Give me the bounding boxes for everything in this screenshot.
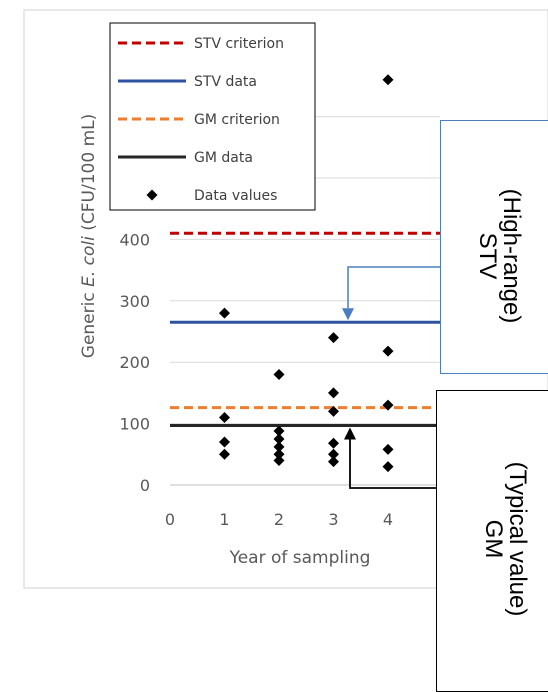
- stv-callout-subtitle: (High-range): [498, 188, 525, 324]
- data-point: [273, 448, 285, 460]
- y-tick-label: 300: [119, 292, 150, 311]
- data-point: [273, 433, 285, 445]
- data-point: [273, 454, 285, 466]
- y-axis-title-prefix: Generic: [79, 287, 99, 358]
- y-tick-label: 100: [119, 415, 150, 434]
- legend-box: [109, 22, 316, 211]
- data-point: [273, 368, 285, 380]
- x-tick-label: 4: [383, 510, 393, 529]
- data-point: [219, 436, 230, 448]
- y-tick-label: 200: [119, 353, 150, 372]
- stv-callout-box: [440, 120, 548, 374]
- data-point: [219, 448, 230, 460]
- gm-arrow-line: [349, 439, 436, 489]
- gm-callout-subtitle: (Typical value): [504, 461, 531, 617]
- x-tick-label: 3: [328, 510, 338, 529]
- gm-callout-title: GM: [480, 519, 507, 559]
- data-point: [382, 443, 394, 455]
- stv-arrow-line: [347, 266, 440, 309]
- y-axis-title-italic: E. coli: [79, 236, 99, 287]
- reference-lines: [170, 231, 440, 427]
- data-point: [328, 387, 339, 399]
- y-axis-title-suffix: (CFU/100 mL): [79, 114, 99, 236]
- stv-callout-label: (High-range) STV: [473, 156, 525, 356]
- data-point: [328, 456, 339, 468]
- data-point: [273, 425, 285, 437]
- data-point: [382, 74, 394, 86]
- data-point: [328, 405, 339, 417]
- legend-label: Data values: [194, 188, 277, 204]
- y-axis-title: Generic E. coli (CFU/100 mL): [79, 114, 99, 358]
- x-tick-labels: 0 1 2 3 4: [165, 510, 393, 529]
- legend: STV criterion STV data GM criterion GM data…: [109, 22, 316, 211]
- legend-marker: [146, 189, 158, 201]
- data-point: [382, 345, 394, 357]
- legend-label: STV criterion: [194, 36, 284, 52]
- gm-callout-label: (Typical value) GM: [479, 439, 531, 639]
- x-tick-label: 2: [274, 510, 284, 529]
- gm-arrow-head: [344, 427, 356, 440]
- gm-callout-box: [436, 390, 548, 692]
- legend-label: GM data: [194, 150, 253, 166]
- y-tick-labels: 0 100 200 300 400: [119, 230, 150, 495]
- data-point: [219, 411, 230, 423]
- data-point: [328, 332, 339, 344]
- data-points: [219, 74, 394, 473]
- data-point: [328, 437, 339, 449]
- data-point: [273, 441, 285, 453]
- data-point: [382, 461, 394, 473]
- y-tick-label: 400: [119, 230, 150, 249]
- stv-callout-title: STV: [474, 232, 501, 280]
- stv-arrow-head: [342, 308, 354, 321]
- y-tick-label: 0: [140, 476, 150, 495]
- callout-arrows: [342, 266, 440, 489]
- data-point: [328, 448, 339, 460]
- x-axis-title: Year of sampling: [229, 548, 371, 568]
- legend-label: STV data: [194, 74, 257, 90]
- data-point: [382, 399, 394, 411]
- legend-label: GM criterion: [194, 112, 280, 128]
- x-tick-label: 1: [219, 510, 229, 529]
- data-point: [219, 307, 230, 319]
- x-tick-label: 0: [165, 510, 175, 529]
